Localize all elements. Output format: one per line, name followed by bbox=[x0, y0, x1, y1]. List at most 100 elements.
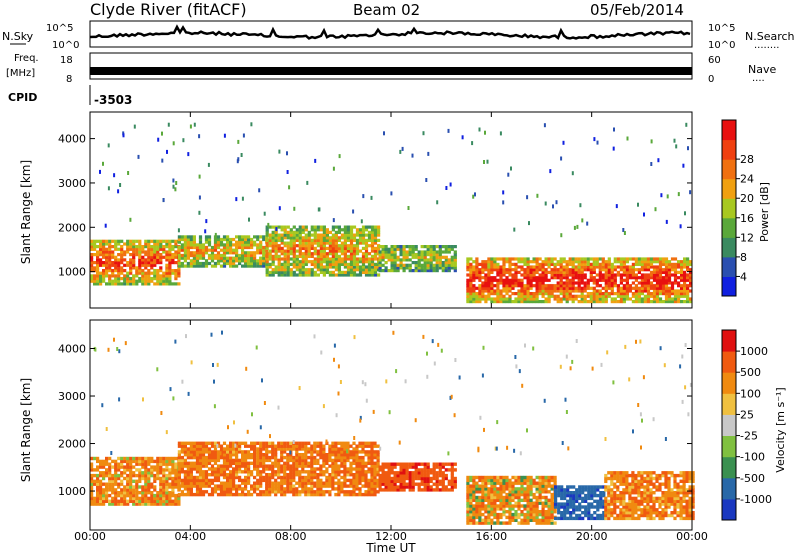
velocity-cell bbox=[177, 499, 181, 503]
velocity-cell bbox=[514, 515, 518, 520]
power-cell bbox=[544, 286, 548, 290]
velocity-cell bbox=[147, 485, 151, 489]
power-cell bbox=[168, 263, 172, 267]
velocity-cell bbox=[423, 479, 427, 483]
power-cell bbox=[319, 244, 323, 248]
velocity-cell bbox=[265, 450, 269, 454]
velocity-cell bbox=[405, 476, 409, 481]
power-cell bbox=[478, 289, 482, 293]
power-cell bbox=[478, 297, 482, 301]
power-cell bbox=[340, 236, 344, 240]
power-cell bbox=[517, 278, 521, 282]
velocity-cell bbox=[325, 455, 329, 460]
velocity-cell bbox=[526, 507, 530, 511]
velocity-cell bbox=[144, 468, 148, 472]
power-cell bbox=[664, 284, 669, 288]
velocity-cell bbox=[238, 475, 242, 480]
power-cell bbox=[304, 228, 308, 232]
power-cell bbox=[232, 243, 236, 247]
velocity-cell bbox=[289, 441, 293, 445]
power-cell bbox=[129, 263, 133, 267]
velocity-cell bbox=[253, 490, 257, 494]
velocity-cell bbox=[301, 478, 305, 483]
velocity-cell bbox=[105, 471, 109, 475]
velocity-cell bbox=[420, 471, 424, 475]
power-cell bbox=[423, 255, 427, 259]
power-echo bbox=[370, 195, 373, 200]
power-cell bbox=[408, 263, 412, 267]
velocity-cell bbox=[346, 492, 350, 497]
velocity-cell bbox=[511, 518, 515, 522]
power-cell bbox=[429, 258, 433, 262]
power-cell bbox=[673, 276, 678, 280]
velocity-cell bbox=[441, 482, 445, 486]
power-cell bbox=[153, 277, 157, 281]
power-cell bbox=[304, 262, 308, 266]
power-cell bbox=[538, 300, 542, 304]
power-cell bbox=[120, 247, 124, 251]
power-cell bbox=[180, 243, 184, 247]
power-cell bbox=[123, 269, 127, 273]
power-cell bbox=[364, 244, 369, 248]
velocity-cell bbox=[204, 484, 209, 488]
velocity-cell bbox=[399, 485, 403, 489]
power-cell bbox=[123, 277, 127, 281]
velocity-cell bbox=[204, 461, 209, 465]
power-cell bbox=[487, 281, 491, 285]
power-cell bbox=[123, 279, 127, 283]
velocity-cell bbox=[405, 482, 409, 486]
velocity-cell bbox=[298, 490, 302, 494]
power-cell bbox=[658, 289, 663, 293]
velocity-cell bbox=[396, 488, 400, 492]
power-cell bbox=[562, 268, 566, 272]
power-cell bbox=[349, 257, 354, 261]
velocity-cell bbox=[367, 453, 371, 457]
power-cell bbox=[680, 262, 684, 266]
power-echo bbox=[612, 146, 615, 151]
velocity-cell bbox=[423, 468, 427, 472]
power-cell bbox=[162, 245, 166, 249]
velocity-cell bbox=[502, 510, 506, 514]
velocity-cell bbox=[183, 484, 187, 488]
velocity-cell bbox=[499, 495, 503, 500]
power-cell bbox=[241, 264, 245, 268]
velocity-cell bbox=[560, 488, 564, 492]
velocity-cell bbox=[352, 490, 356, 494]
power-cell bbox=[174, 274, 178, 278]
velocity-cell bbox=[343, 461, 347, 465]
power-cell bbox=[496, 289, 500, 293]
velocity-cell bbox=[496, 507, 500, 511]
velocity-cell bbox=[499, 490, 503, 494]
power-cell bbox=[316, 225, 320, 229]
power-cell bbox=[399, 258, 403, 262]
velocity-cell bbox=[268, 473, 272, 477]
velocity-cell bbox=[481, 490, 485, 494]
power-cell bbox=[268, 238, 272, 242]
velocity-cell bbox=[159, 502, 163, 506]
power-cell bbox=[613, 281, 617, 285]
velocity-cell bbox=[466, 507, 470, 511]
power-cell bbox=[664, 260, 669, 264]
velocity-cell bbox=[313, 441, 317, 445]
power-cell bbox=[384, 266, 388, 270]
power-cell bbox=[520, 286, 524, 290]
velocity-cell bbox=[271, 484, 275, 488]
power-cell bbox=[111, 239, 115, 243]
power-cell bbox=[334, 244, 338, 248]
power-cell bbox=[514, 278, 518, 282]
velocity-cell bbox=[186, 447, 190, 451]
velocity-cell bbox=[165, 473, 169, 478]
power-cell bbox=[373, 265, 378, 269]
velocity-cell bbox=[180, 478, 184, 483]
velocity-cell bbox=[337, 490, 341, 494]
power-cell bbox=[277, 273, 281, 277]
velocity-cell bbox=[334, 453, 338, 457]
power-cell bbox=[174, 255, 178, 259]
velocity-cell bbox=[141, 496, 145, 501]
power-cell bbox=[265, 235, 269, 239]
power-cell bbox=[517, 270, 521, 274]
velocity-cell bbox=[129, 491, 133, 495]
velocity-cell bbox=[523, 512, 527, 517]
power-cell bbox=[387, 250, 391, 254]
power-cell bbox=[201, 245, 206, 250]
